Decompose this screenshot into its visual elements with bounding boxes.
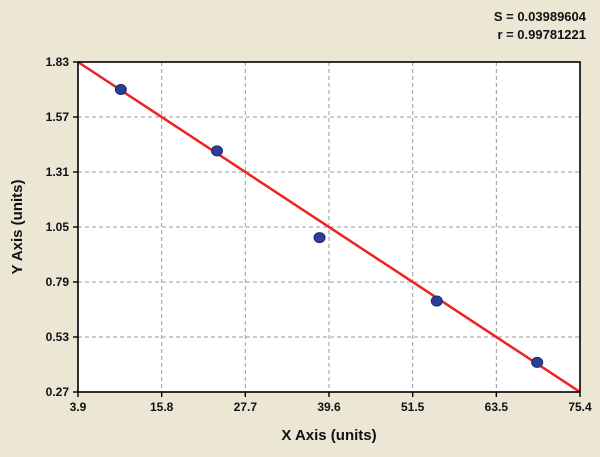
x-axis-title: X Axis (units) <box>281 427 376 444</box>
regression-line <box>77 60 581 394</box>
x-tick-label: 27.7 <box>234 400 258 414</box>
y-tick-label: 1.31 <box>46 165 70 179</box>
y-tick-label: 0.27 <box>46 385 70 399</box>
fit-statistics: S = 0.03989604 r = 0.99781221 <box>494 8 586 44</box>
data-point <box>430 295 443 307</box>
y-tick-label: 0.79 <box>46 275 70 289</box>
x-tick-label: 63.5 <box>485 400 509 414</box>
data-point <box>313 232 326 244</box>
stat-s-value: S = 0.03989604 <box>493 9 586 24</box>
x-tick-label: 15.8 <box>150 400 174 414</box>
y-tick-label: 1.57 <box>46 110 70 124</box>
y-tick-label: 1.05 <box>46 220 70 234</box>
x-tick-label: 39.6 <box>317 400 341 414</box>
data-point <box>114 84 127 95</box>
x-tick-label: 3.9 <box>70 400 87 414</box>
y-axis-title: Y Axis (units) <box>9 179 26 274</box>
stat-r-value: r = 0.99781221 <box>497 27 586 42</box>
data-point <box>531 356 544 368</box>
x-tick-label: 51.5 <box>401 400 425 414</box>
data-point <box>211 145 224 157</box>
y-tick-label: 0.53 <box>46 330 70 344</box>
x-tick-label: 75.4 <box>568 400 592 414</box>
y-tick-label: 1.83 <box>46 55 70 69</box>
